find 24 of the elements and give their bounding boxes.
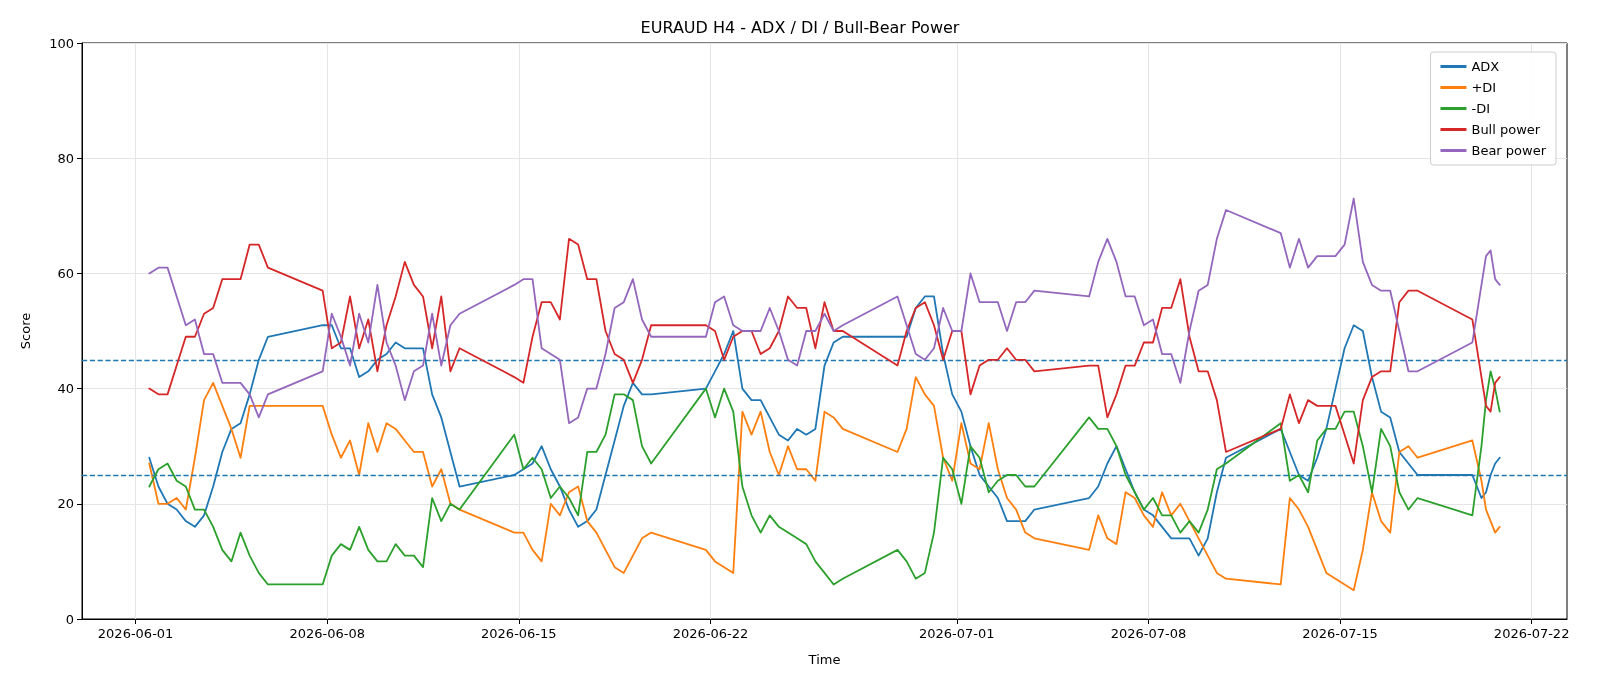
y-tick-label: 0 xyxy=(65,611,74,627)
y-tick-label: 80 xyxy=(57,150,74,166)
line-series xyxy=(148,197,1501,425)
y-tick-label: 20 xyxy=(57,496,74,512)
line-series xyxy=(148,237,1501,465)
x-tick-label: 2026-06-08 xyxy=(289,626,365,641)
x-tick-label: 2026-06-15 xyxy=(481,626,557,641)
x-tick-label: 2026-07-08 xyxy=(1110,626,1187,641)
legend-label: Bear power xyxy=(1471,143,1547,158)
x-tick-label: 2026-06-01 xyxy=(97,626,174,641)
x-tick-label: 2026-06-22 xyxy=(672,626,749,641)
y-tick-label: 40 xyxy=(57,381,74,397)
y-axis-title: Score xyxy=(18,312,33,350)
y-tick-label: 100 xyxy=(49,35,74,51)
x-tick-label: 2026-07-15 xyxy=(1302,626,1378,641)
x-tick-label: 2026-07-01 xyxy=(919,626,995,641)
legend-label: Bull power xyxy=(1471,122,1541,137)
x-axis-title: Time xyxy=(807,652,841,667)
y-tick-label: 60 xyxy=(57,265,74,281)
chart-title: EURAUD H4 - ADX / DI / Bull-Bear Power xyxy=(640,17,960,37)
legend-label: ADX xyxy=(1471,59,1500,74)
legend-label: +DI xyxy=(1471,80,1497,95)
legend-label: -DI xyxy=(1471,101,1491,116)
x-tick-label: 2026-07-22 xyxy=(1493,626,1570,641)
